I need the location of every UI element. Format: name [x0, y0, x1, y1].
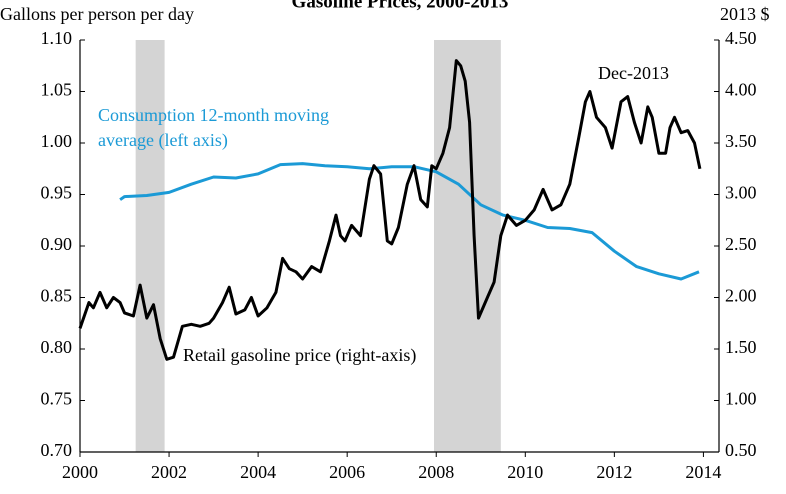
- y-tick-label: 1.00: [41, 131, 73, 151]
- y-axis-label: Gallons per person per day: [0, 4, 194, 24]
- series-line: [119, 162, 700, 281]
- annotation: Consumption 12-month moving: [98, 105, 329, 125]
- y-tick-label: 1.10: [41, 28, 73, 48]
- y-tick-label: 0.95: [41, 183, 73, 203]
- y2-tick-label: 4.00: [725, 80, 757, 100]
- x-tick-label: 2004: [240, 462, 276, 482]
- y2-tick-label: 4.50: [725, 28, 757, 48]
- annotation: Dec-2013: [598, 63, 669, 83]
- annotation: Retail gasoline price (right-axis): [183, 345, 416, 366]
- y2-tick-label: 1.00: [725, 389, 757, 409]
- x-tick-label: 2014: [685, 462, 721, 482]
- x-tick-label: 2002: [151, 462, 187, 482]
- x-tick-label: 2006: [329, 462, 365, 482]
- x-tick-label: 2008: [418, 462, 454, 482]
- y2-tick-label: 0.50: [725, 440, 757, 460]
- x-tick-label: 2000: [62, 462, 98, 482]
- y2-tick-label: 2.50: [725, 234, 757, 254]
- y2-axis-label: 2013 $: [720, 4, 770, 24]
- y2-tick-label: 3.50: [725, 131, 757, 151]
- y-tick-label: 0.85: [41, 286, 73, 306]
- y-tick-label: 0.80: [41, 337, 73, 357]
- y-tick-label: 0.90: [41, 234, 73, 254]
- y2-tick-label: 3.00: [725, 183, 757, 203]
- recession-band: [135, 40, 165, 452]
- y-tick-label: 1.05: [41, 80, 73, 100]
- x-tick-label: 2012: [596, 462, 632, 482]
- annotation: average (left axis): [98, 130, 228, 151]
- series-line: [78, 59, 702, 361]
- y-tick-label: 0.70: [41, 440, 73, 460]
- y2-tick-label: 1.50: [725, 337, 757, 357]
- y2-tick-label: 2.00: [725, 286, 757, 306]
- x-tick-label: 2010: [507, 462, 543, 482]
- y-tick-label: 0.75: [41, 389, 73, 409]
- chart-title: Gasoline Prices, 2000-2013: [292, 0, 509, 12]
